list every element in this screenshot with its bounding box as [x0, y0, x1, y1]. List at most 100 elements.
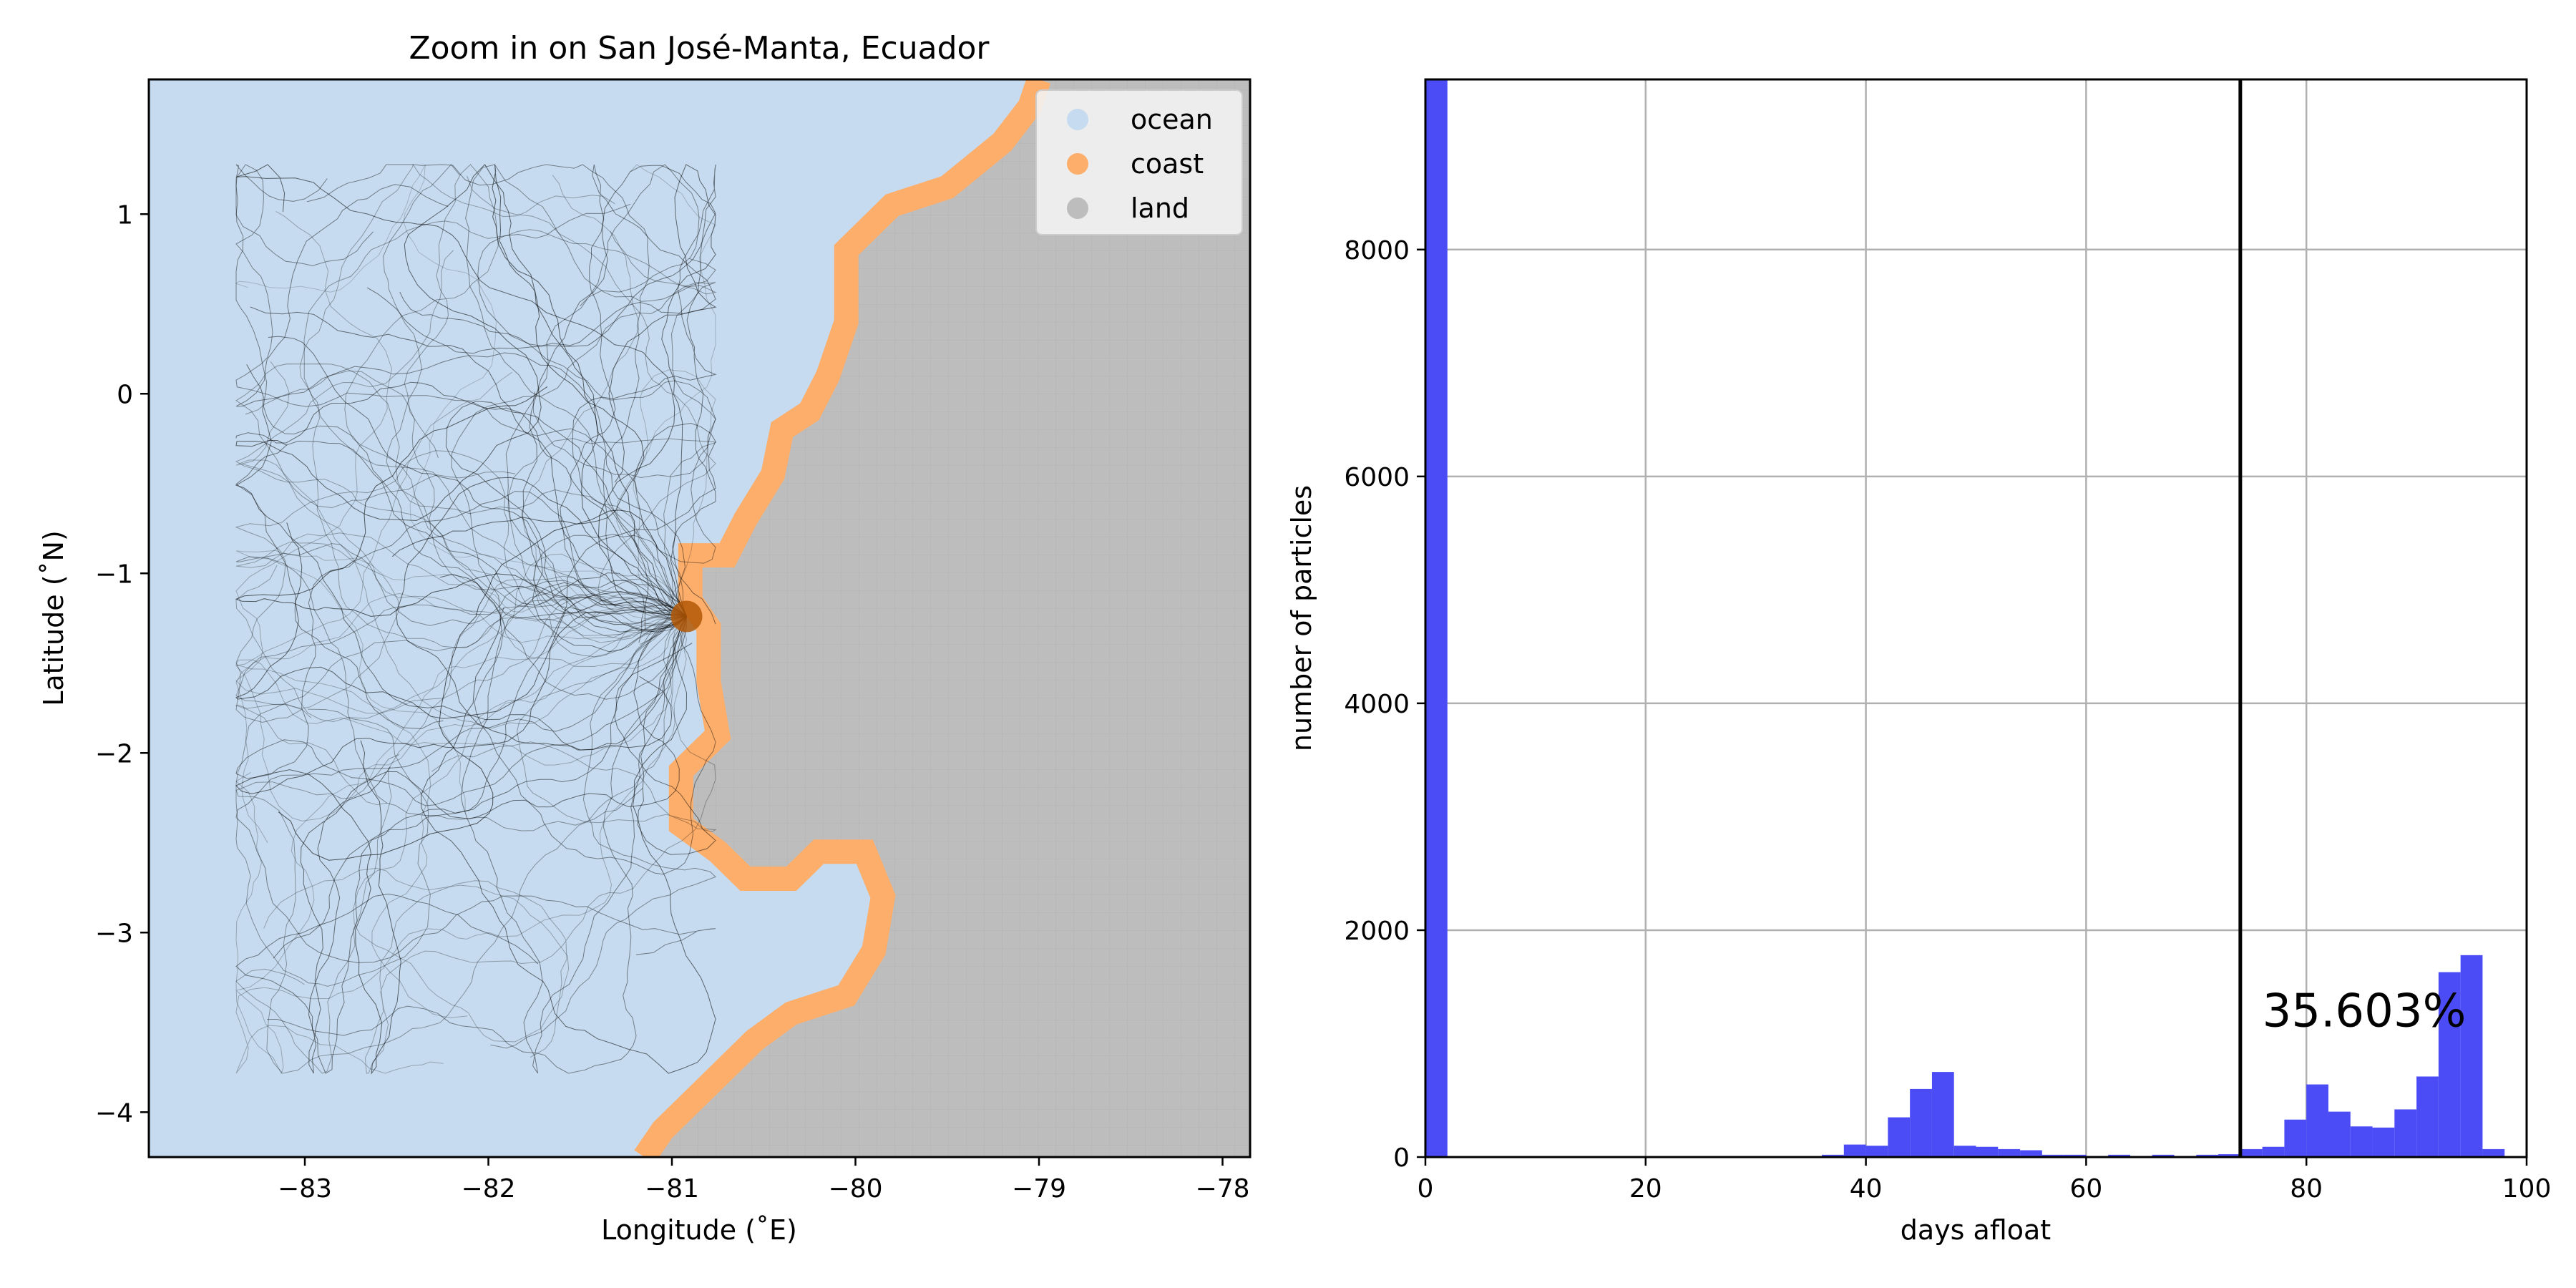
histogram-bar — [2350, 1126, 2373, 1157]
trajectory-line — [467, 175, 716, 625]
trajectory-line — [465, 164, 716, 617]
histogram-axes-frame — [1424, 78, 2528, 1158]
trajectory-line — [614, 616, 716, 855]
trajectory-line — [507, 438, 716, 645]
map-legend: ocean coast land — [1035, 89, 1243, 235]
map-x-tick-label: −82 — [462, 1174, 516, 1204]
trajectory-line — [235, 550, 687, 812]
histogram-x-axis: 0 20 40 60 80 100 — [1418, 1157, 2551, 1204]
trajectory-line — [572, 164, 717, 625]
histogram-x-label: days afloat — [1901, 1214, 2051, 1246]
trajectory-line — [235, 578, 687, 723]
histogram-x-tick-label: 0 — [1418, 1174, 1434, 1204]
map-x-tick-label: −79 — [1012, 1174, 1066, 1204]
histogram-x-tick-label: 80 — [2290, 1174, 2323, 1204]
histogram-y-tick-label: 6000 — [1344, 463, 1410, 492]
trajectory-line — [235, 616, 687, 1018]
trajectory-line — [235, 440, 687, 729]
trajectory-line — [431, 616, 717, 832]
trajectory-line — [235, 210, 687, 714]
histogram-bars — [1425, 79, 2505, 1157]
histogram-bar — [1976, 1146, 1999, 1157]
trajectory-line — [278, 509, 687, 861]
map-y-label: Latitude (˚N) — [38, 530, 69, 706]
trajectory-line — [364, 616, 716, 1074]
trajectory-line — [268, 336, 687, 653]
trajectory-line — [395, 477, 687, 751]
trajectory-line — [300, 616, 687, 1074]
map-y-tick-label: −2 — [95, 739, 133, 769]
trajectory-line — [235, 611, 687, 1075]
trajectory-line — [235, 616, 716, 963]
histogram-bar — [1910, 1088, 1932, 1157]
map-x-axis: −83 −82 −81 −80 −79 −78 — [278, 1157, 1250, 1204]
legend-label-land: land — [1131, 192, 1189, 224]
trajectory-line — [474, 580, 716, 875]
map-x-tick-label: −80 — [829, 1174, 883, 1204]
histogram-bar — [2306, 1084, 2328, 1157]
trajectory-line — [235, 450, 687, 718]
histogram-bar — [2152, 1154, 2175, 1157]
map-panel: Zoom in on San José-Manta, Ecuador −83 −8… — [38, 30, 1252, 1246]
histogram-bar — [1953, 1146, 1976, 1157]
histogram-bar — [2482, 1148, 2505, 1157]
trajectory-line — [250, 306, 687, 617]
trajectory-line — [235, 164, 687, 617]
trajectory-line — [245, 370, 687, 625]
trajectory-line — [235, 164, 687, 617]
trajectory-line — [235, 364, 687, 617]
map-y-tick-label: −3 — [95, 919, 133, 948]
trajectory-line — [477, 203, 716, 617]
histogram-y-tick-label: 0 — [1393, 1143, 1410, 1173]
trajectory-line — [235, 371, 687, 821]
histogram-bar — [2394, 1109, 2417, 1157]
legend-label-coast: coast — [1131, 148, 1204, 180]
trajectory-line — [235, 364, 687, 751]
trajectory-line — [238, 459, 687, 729]
trajectory-line — [235, 386, 687, 617]
histogram-y-label: number of particles — [1286, 485, 1317, 751]
histogram-x-tick-label: 20 — [1629, 1174, 1662, 1204]
trajectory-line — [267, 616, 687, 1074]
trajectory-line — [235, 592, 687, 844]
map-y-tick-label: 1 — [117, 200, 133, 230]
trajectory-line — [235, 616, 688, 1074]
histogram-x-tick-label: 40 — [1850, 1174, 1883, 1204]
map-y-axis: 1 0 −1 −2 −3 −4 — [95, 200, 149, 1128]
trajectory-line — [460, 607, 687, 1074]
histogram-bar — [1888, 1117, 1911, 1157]
legend-marker-ocean — [1067, 109, 1088, 130]
histogram-bar — [1425, 79, 1448, 1157]
trajectory-line — [445, 401, 687, 630]
histogram-bar — [2196, 1154, 2219, 1157]
trajectory-line — [235, 184, 687, 617]
trajectory-line — [306, 164, 687, 617]
histogram-bar — [2438, 972, 2461, 1157]
trajectory-line — [235, 381, 687, 617]
coast-band — [634, 79, 1051, 1157]
trajectory-line — [344, 164, 687, 658]
histogram-y-tick-label: 4000 — [1344, 690, 1410, 719]
map-x-tick-label: −78 — [1196, 1174, 1250, 1204]
histogram-x-tick-label: 60 — [2069, 1174, 2102, 1204]
trajectory-line — [382, 164, 687, 617]
map-title: Zoom in on San José-Manta, Ecuador — [409, 30, 990, 67]
legend-box — [1035, 89, 1243, 235]
legend-marker-land — [1067, 197, 1088, 219]
histogram-bar — [2460, 955, 2483, 1157]
trajectory-line — [235, 565, 687, 723]
histogram-bar — [1843, 1144, 1866, 1157]
map-y-tick-label: −4 — [95, 1098, 133, 1128]
histogram-bar — [2240, 1148, 2263, 1157]
trajectory-line — [235, 575, 687, 1074]
particle-trajectories — [235, 163, 717, 1075]
map-x-label: Longitude (˚E) — [601, 1214, 797, 1246]
trajectory-line — [540, 369, 716, 620]
trajectory-line — [235, 250, 687, 625]
trajectory-line — [451, 282, 716, 700]
trajectory-line — [235, 604, 687, 1075]
histogram-bar — [2328, 1111, 2351, 1157]
histogram-bar — [2284, 1119, 2307, 1157]
land-area — [644, 79, 1250, 1157]
